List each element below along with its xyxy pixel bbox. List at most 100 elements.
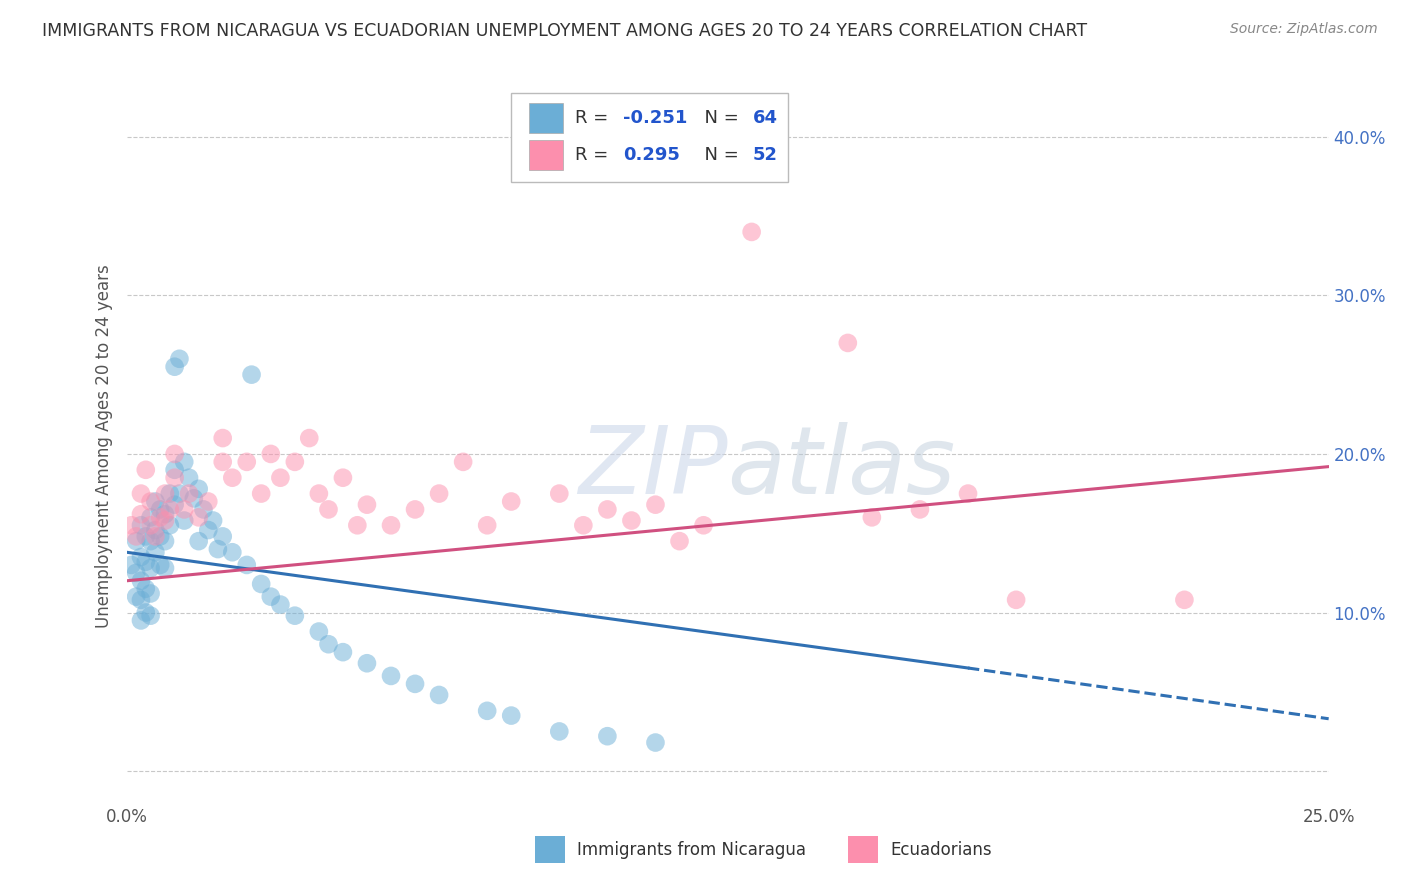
Point bbox=[269, 471, 291, 485]
Text: 0.295: 0.295 bbox=[623, 146, 681, 164]
Point bbox=[860, 510, 883, 524]
Text: N =: N = bbox=[693, 109, 744, 127]
Point bbox=[235, 558, 259, 572]
Point bbox=[135, 606, 157, 620]
Point bbox=[956, 486, 979, 500]
Point bbox=[837, 335, 859, 350]
Point bbox=[139, 534, 162, 549]
Point bbox=[548, 724, 571, 739]
Text: Source: ZipAtlas.com: Source: ZipAtlas.com bbox=[1230, 22, 1378, 37]
Bar bbox=[848, 837, 877, 863]
Point bbox=[139, 586, 162, 600]
Point bbox=[668, 534, 690, 549]
Point bbox=[221, 471, 243, 485]
Y-axis label: Unemployment Among Ages 20 to 24 years: Unemployment Among Ages 20 to 24 years bbox=[94, 264, 112, 628]
Point bbox=[153, 561, 176, 575]
Point bbox=[169, 486, 191, 500]
Point bbox=[211, 529, 233, 543]
Point bbox=[250, 486, 273, 500]
Point bbox=[129, 507, 152, 521]
Point bbox=[149, 529, 172, 543]
Point bbox=[187, 510, 209, 524]
Point bbox=[173, 502, 195, 516]
Point bbox=[501, 708, 523, 723]
Point bbox=[145, 494, 167, 508]
Point bbox=[644, 498, 666, 512]
Point bbox=[139, 494, 162, 508]
Point bbox=[163, 359, 186, 374]
Point bbox=[129, 592, 152, 607]
Point bbox=[202, 514, 225, 528]
Point bbox=[163, 463, 186, 477]
Point bbox=[692, 518, 714, 533]
Point bbox=[427, 688, 450, 702]
Text: 52: 52 bbox=[752, 146, 778, 164]
Point bbox=[308, 486, 330, 500]
Point bbox=[193, 502, 215, 516]
Point bbox=[404, 502, 426, 516]
Point bbox=[125, 590, 148, 604]
Point bbox=[129, 518, 152, 533]
Text: -0.251: -0.251 bbox=[623, 109, 688, 127]
Point bbox=[135, 529, 157, 543]
Point bbox=[173, 455, 195, 469]
Point bbox=[404, 677, 426, 691]
Point bbox=[451, 455, 474, 469]
Point bbox=[318, 502, 340, 516]
Text: ZIP: ZIP bbox=[578, 422, 728, 513]
Point bbox=[177, 486, 200, 500]
Point bbox=[1173, 592, 1195, 607]
Point bbox=[183, 491, 205, 506]
Point bbox=[211, 431, 233, 445]
Point bbox=[125, 566, 148, 580]
Point bbox=[318, 637, 340, 651]
Point bbox=[145, 545, 167, 559]
Text: IMMIGRANTS FROM NICARAGUA VS ECUADORIAN UNEMPLOYMENT AMONG AGES 20 TO 24 YEARS C: IMMIGRANTS FROM NICARAGUA VS ECUADORIAN … bbox=[42, 22, 1087, 40]
Point bbox=[596, 729, 619, 743]
Point bbox=[135, 582, 157, 596]
Point bbox=[187, 534, 209, 549]
Text: R =: R = bbox=[575, 146, 620, 164]
Point bbox=[129, 574, 152, 588]
Point bbox=[572, 518, 595, 533]
Point bbox=[145, 523, 167, 537]
Point bbox=[197, 523, 219, 537]
Bar bbox=[536, 837, 565, 863]
Point bbox=[149, 510, 172, 524]
Point bbox=[284, 455, 307, 469]
Point bbox=[120, 518, 142, 533]
Point bbox=[129, 486, 152, 500]
Point bbox=[596, 502, 619, 516]
Point bbox=[197, 494, 219, 508]
Point bbox=[207, 542, 229, 557]
Point bbox=[159, 518, 181, 533]
Point bbox=[240, 368, 263, 382]
Point bbox=[163, 447, 186, 461]
Point bbox=[332, 645, 354, 659]
Text: R =: R = bbox=[575, 109, 614, 127]
Point bbox=[356, 498, 378, 512]
Point bbox=[356, 657, 378, 671]
Point bbox=[153, 534, 176, 549]
Point bbox=[211, 455, 233, 469]
Point bbox=[129, 614, 152, 628]
Point bbox=[149, 558, 172, 572]
Bar bbox=[529, 103, 562, 133]
Point bbox=[125, 534, 148, 549]
Point bbox=[145, 529, 167, 543]
Point bbox=[159, 486, 181, 500]
Point bbox=[427, 486, 450, 500]
Point bbox=[163, 471, 186, 485]
Point bbox=[380, 518, 402, 533]
Point bbox=[475, 518, 498, 533]
Point bbox=[908, 502, 931, 516]
Point bbox=[346, 518, 368, 533]
Point bbox=[741, 225, 763, 239]
Point bbox=[380, 669, 402, 683]
Point bbox=[120, 558, 142, 572]
Text: atlas: atlas bbox=[728, 422, 956, 513]
Point bbox=[284, 608, 307, 623]
Point bbox=[235, 455, 259, 469]
Point bbox=[153, 514, 176, 528]
Point bbox=[173, 514, 195, 528]
